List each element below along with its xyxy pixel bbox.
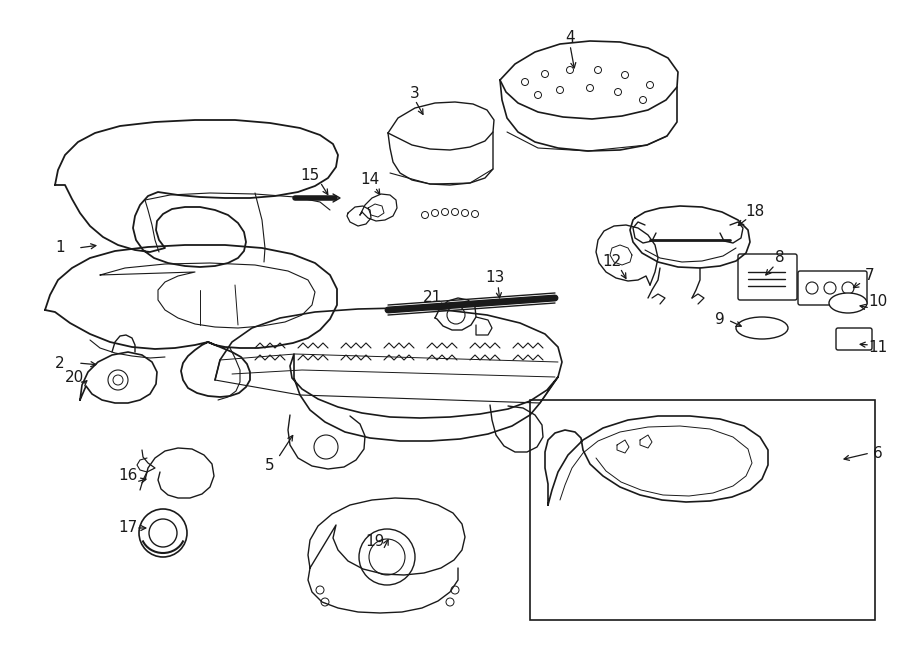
Text: 4: 4 (565, 30, 575, 46)
Text: 8: 8 (775, 251, 785, 266)
Text: 20: 20 (66, 371, 85, 385)
Text: 15: 15 (301, 167, 320, 182)
Text: 7: 7 (865, 268, 875, 282)
Text: 10: 10 (868, 295, 887, 309)
Text: 18: 18 (745, 204, 765, 219)
Text: 19: 19 (365, 535, 384, 549)
Text: 21: 21 (422, 290, 442, 305)
Text: 2: 2 (55, 356, 65, 371)
Text: 16: 16 (118, 467, 138, 483)
FancyBboxPatch shape (798, 271, 867, 305)
Bar (530, 400, 875, 620)
Text: 9: 9 (716, 313, 724, 327)
FancyBboxPatch shape (738, 254, 797, 300)
Ellipse shape (829, 293, 867, 313)
Text: 5: 5 (266, 457, 274, 473)
Text: 12: 12 (602, 254, 622, 270)
Text: 17: 17 (119, 520, 138, 535)
Ellipse shape (736, 317, 788, 339)
Text: 3: 3 (410, 85, 420, 100)
FancyBboxPatch shape (836, 328, 872, 350)
Text: 13: 13 (485, 270, 505, 286)
Text: 1: 1 (55, 241, 65, 256)
Text: 14: 14 (360, 173, 380, 188)
Text: 11: 11 (868, 340, 887, 356)
Text: 6: 6 (873, 446, 883, 461)
